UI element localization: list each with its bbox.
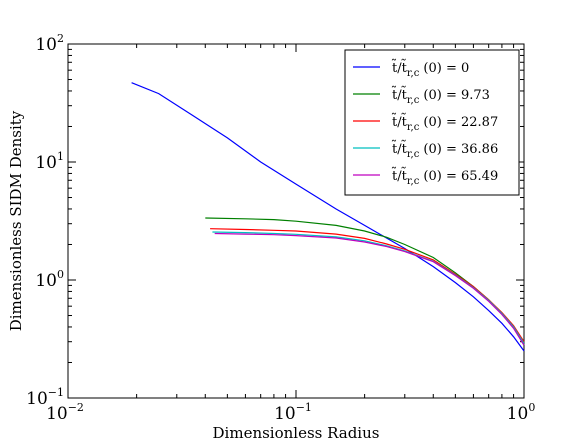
legend-label-1: t̃/t̃r,c (0) = 0: [391, 59, 469, 79]
x-tick-label: 10−1: [274, 401, 312, 424]
y-tick-label: 101: [35, 150, 64, 173]
y-tick-label: 102: [35, 32, 64, 55]
y-axis-label: Dimensionless SIDM Density: [7, 110, 25, 331]
series-line-3: [210, 228, 525, 343]
x-tick-label: 100: [507, 401, 536, 424]
series-line-2: [205, 217, 525, 346]
series-line-4: [212, 231, 525, 344]
series-line-5: [214, 232, 525, 346]
x-axis-label: Dimensionless Radius: [213, 424, 380, 442]
x-tick-label: 10−2: [46, 401, 84, 424]
major-ticks: [67, 43, 525, 399]
legend-box: [344, 49, 520, 196]
series-lines: [131, 82, 525, 352]
legend-label-2: t̃/t̃r,c (0) = 9.73: [391, 86, 490, 106]
y-tick-label: 10−1: [26, 386, 64, 409]
y-tick-label: 100: [35, 268, 64, 291]
legend-label-5: t̃/t̃r,c (0) = 65.49: [391, 167, 498, 187]
legend-label-4: t̃/t̃r,c (0) = 36.86: [391, 140, 498, 160]
legend-label-3: t̃/t̃r,c (0) = 22.87: [391, 113, 498, 133]
legend: t̃/t̃r,c (0) = 0 t̃/t̃r,c (0) = 9.73 t̃/t̃…: [344, 49, 520, 196]
minor-ticks: [68, 44, 524, 398]
